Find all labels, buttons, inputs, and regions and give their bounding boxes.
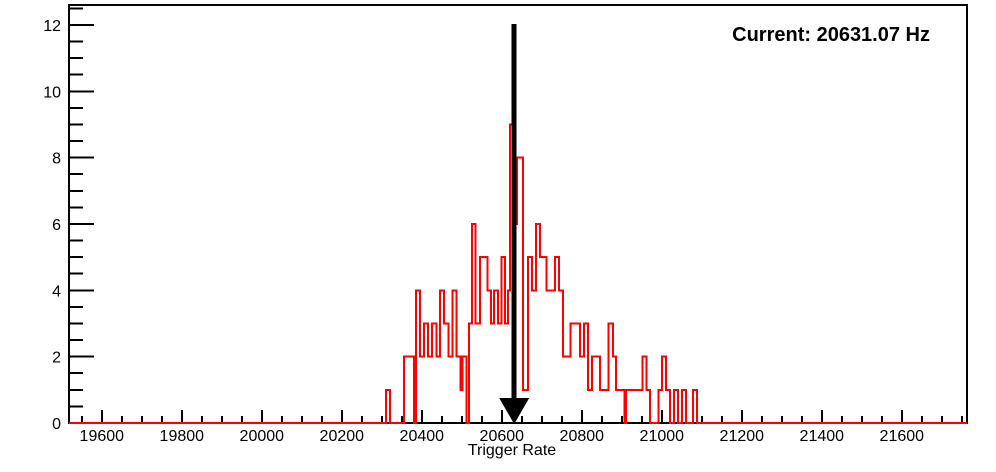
plot-frame [68,4,968,424]
x-axis-tick-label: 20200 [320,428,365,445]
current-rate-label: Current: 20631.07 Hz [732,24,930,46]
y-axis-tick-label: 2 [52,350,61,367]
y-axis-tick-label: 4 [52,283,61,300]
x-axis-tick-label: 21400 [800,428,845,445]
x-axis-tick-label: 20800 [560,428,605,445]
current-rate-arrow-head [499,398,530,424]
x-axis-tick-label: 19800 [160,428,205,445]
y-axis-tick-label: 8 [52,151,61,168]
x-axis-tick-label: 20000 [240,428,285,445]
x-axis-tick-label: 20400 [400,428,445,445]
x-axis-tick-label: 21000 [640,428,685,445]
y-axis-tick-label: 12 [43,18,61,35]
y-axis-tick-label: 10 [43,84,61,101]
y-axis-tick-label: 0 [52,416,61,433]
x-axis-title: Trigger Rate [467,442,557,459]
x-axis-tick-label: 20600 [480,428,525,445]
x-axis-tick-label: 21600 [880,428,925,445]
x-axis-tick-label: 21200 [720,428,765,445]
y-axis-tick-label: 6 [52,217,61,234]
histogram-trace [69,123,967,424]
x-axis-tick-label: 19600 [80,428,125,445]
